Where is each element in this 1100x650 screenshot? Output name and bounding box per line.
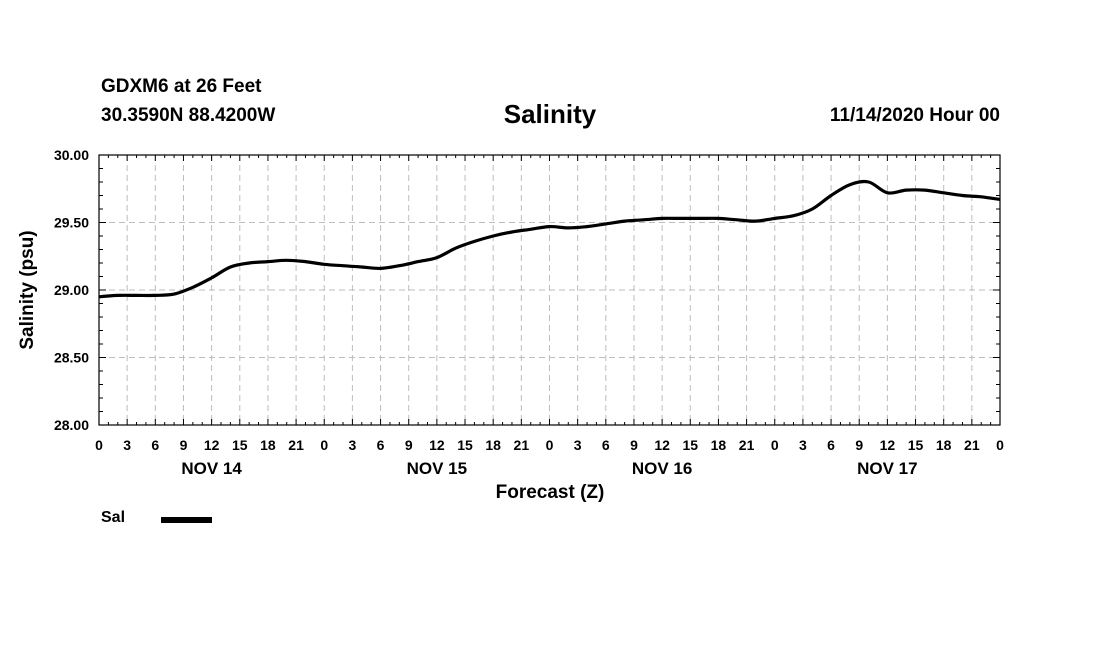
grid [99, 155, 1000, 425]
x-tick-label: 3 [574, 437, 582, 453]
series-line-sal [98, 179, 1001, 299]
x-tick-label: 0 [771, 437, 779, 453]
x-tick-label: 6 [602, 437, 610, 453]
x-tick-label: 0 [996, 437, 1004, 453]
legend-label: Sal [101, 509, 126, 526]
x-tick-label: 9 [630, 437, 638, 453]
x-tick-label: 12 [204, 437, 220, 453]
day-label: NOV 14 [181, 459, 242, 478]
x-tick-label: 18 [711, 437, 727, 453]
x-tick-label: 15 [908, 437, 924, 453]
x-tick-label: 0 [95, 437, 103, 453]
axis-labels: 0 3 6 9 12 15 18 21 0 3 6 9 12 15 18 21 0 3 6 9 12 15 18 21 0 3 6 9… [54, 147, 1004, 478]
day-label: NOV 15 [407, 459, 467, 478]
x-tick-label: 15 [232, 437, 248, 453]
day-label: NOV 17 [857, 459, 917, 478]
x-tick-label: 6 [151, 437, 159, 453]
x-tick-label: 0 [546, 437, 554, 453]
x-tick-label: 12 [880, 437, 896, 453]
coordinates-label: 30.3590N 88.4200W [101, 105, 276, 126]
x-tick-label: 12 [654, 437, 670, 453]
y-tick-label: 29.50 [54, 215, 89, 231]
x-tick-label: 3 [799, 437, 807, 453]
x-tick-label: 21 [964, 437, 980, 453]
y-tick-label: 30.00 [54, 147, 89, 163]
y-tick-label: 28.50 [54, 350, 89, 366]
x-tick-label: 9 [405, 437, 413, 453]
x-tick-label: 18 [485, 437, 501, 453]
x-tick-label: 21 [739, 437, 755, 453]
x-tick-label: 15 [457, 437, 473, 453]
x-tick-label: 9 [180, 437, 188, 453]
x-tick-label: 12 [429, 437, 445, 453]
x-tick-label: 18 [936, 437, 952, 453]
plot-frame [98, 154, 1001, 426]
series-layer [98, 179, 1001, 299]
forecast-datetime: 11/14/2020 Hour 00 [829, 105, 1000, 126]
y-tick-label: 29.00 [54, 282, 89, 298]
x-tick-label: 0 [320, 437, 328, 453]
x-tick-label: 3 [123, 437, 131, 453]
x-tick-label: 15 [682, 437, 698, 453]
x-tick-label: 6 [377, 437, 385, 453]
x-tick-label: 3 [349, 437, 357, 453]
x-tick-label: 6 [827, 437, 835, 453]
chart-title: Salinity [503, 99, 597, 129]
y-tick-label: 28.00 [54, 417, 89, 433]
x-tick-label: 18 [260, 437, 276, 453]
x-tick-label: 21 [514, 437, 530, 453]
x-tick-label: 9 [855, 437, 863, 453]
day-label: NOV 16 [632, 459, 692, 478]
legend-swatch [161, 517, 212, 523]
x-tick-label: 21 [288, 437, 304, 453]
x-axis-label: Forecast (Z) [495, 482, 605, 503]
station-label: GDXM6 at 26 Feet [101, 76, 262, 97]
